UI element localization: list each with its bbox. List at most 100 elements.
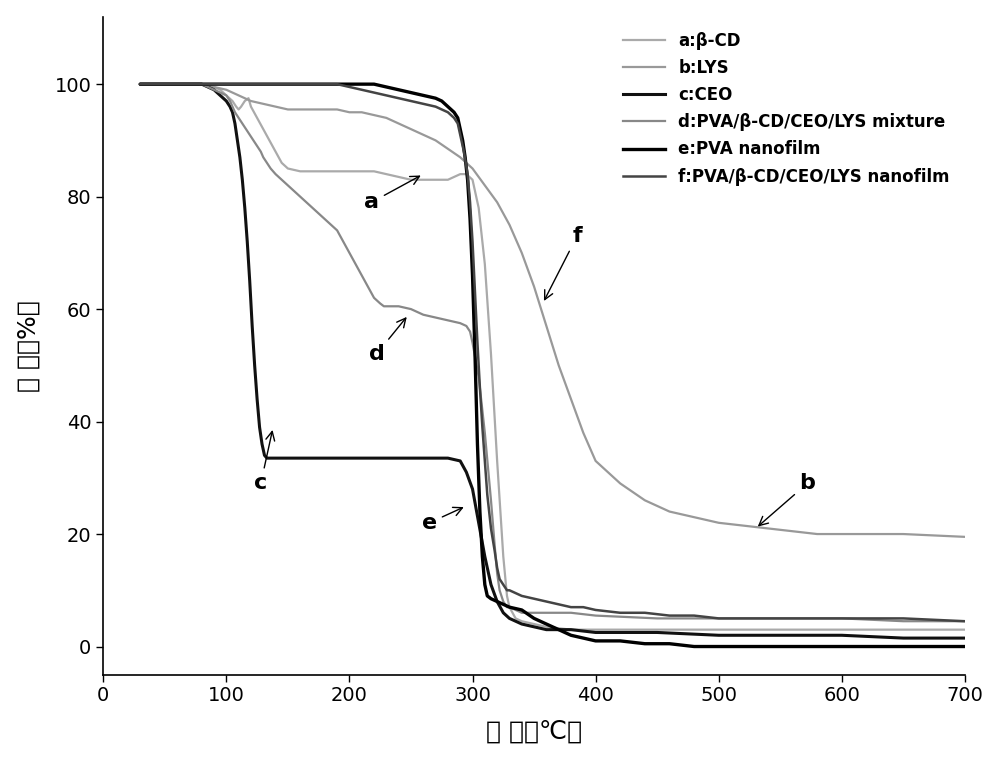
b:LYS <box>540 321 552 331</box>
b:LYS <box>811 530 823 539</box>
a:β-CD <box>442 176 454 185</box>
Line: b:LYS: b:LYS <box>140 84 965 537</box>
b:LYS <box>220 85 232 94</box>
a:β-CD <box>479 260 491 269</box>
e:PVA nanofilm <box>528 614 540 623</box>
b:LYS <box>565 394 577 404</box>
b:LYS <box>577 429 589 438</box>
e:PVA nanofilm <box>183 80 195 89</box>
f:PVA/β-CD/CEO/LYS nanofilm <box>959 616 971 625</box>
b:LYS <box>245 97 257 106</box>
b:LYS <box>467 164 479 173</box>
Line: d:PVA/β-CD/CEO/LYS mixture: d:PVA/β-CD/CEO/LYS mixture <box>140 84 965 621</box>
a:β-CD <box>134 80 146 89</box>
b:LYS <box>270 102 282 111</box>
a:β-CD <box>565 625 577 634</box>
f:PVA/β-CD/CEO/LYS nanofilm <box>380 91 392 100</box>
b:LYS <box>737 521 749 530</box>
Y-axis label: 失 重（%）: 失 重（%） <box>17 299 41 391</box>
d:PVA/β-CD/CEO/LYS mixture <box>897 616 909 625</box>
Line: f:PVA/β-CD/CEO/LYS nanofilm: f:PVA/β-CD/CEO/LYS nanofilm <box>140 84 965 621</box>
Line: c:CEO: c:CEO <box>140 84 965 638</box>
e:PVA nanofilm <box>516 606 528 615</box>
a:β-CD <box>454 169 466 179</box>
c:CEO <box>183 80 195 89</box>
b:LYS <box>491 198 503 207</box>
c:CEO <box>959 634 971 643</box>
b:LYS <box>380 113 392 122</box>
b:LYS <box>787 527 799 536</box>
Line: a:β-CD: a:β-CD <box>140 84 965 629</box>
b:LYS <box>356 108 368 117</box>
d:PVA/β-CD/CEO/LYS mixture <box>350 260 362 269</box>
c:CEO <box>134 80 146 89</box>
b:LYS <box>762 524 774 533</box>
b:LYS <box>294 105 306 114</box>
b:LYS <box>959 532 971 541</box>
c:CEO <box>467 484 479 493</box>
d:PVA/β-CD/CEO/LYS mixture <box>405 305 417 314</box>
e:PVA nanofilm <box>393 85 405 94</box>
a:β-CD <box>959 625 971 634</box>
e:PVA nanofilm <box>457 136 469 145</box>
b:LYS <box>590 456 602 465</box>
Text: d: d <box>369 318 406 364</box>
b:LYS <box>516 249 528 258</box>
f:PVA/β-CD/CEO/LYS nanofilm <box>491 563 503 572</box>
b:LYS <box>134 80 146 89</box>
c:CEO <box>263 454 275 463</box>
b:LYS <box>663 507 675 516</box>
b:LYS <box>479 181 491 190</box>
b:LYS <box>171 80 183 89</box>
b:LYS <box>528 282 540 291</box>
Text: a: a <box>364 176 419 212</box>
b:LYS <box>639 496 651 505</box>
b:LYS <box>454 153 466 162</box>
a:β-CD <box>417 176 429 185</box>
b:LYS <box>196 80 208 89</box>
a:β-CD <box>235 102 247 111</box>
b:LYS <box>430 136 442 145</box>
b:LYS <box>343 108 355 117</box>
b:LYS <box>393 119 405 128</box>
b:LYS <box>688 512 700 521</box>
b:LYS <box>553 361 565 370</box>
d:PVA/β-CD/CEO/LYS mixture <box>713 614 725 623</box>
c:CEO <box>241 237 253 246</box>
b:LYS <box>503 220 515 230</box>
Text: b: b <box>759 473 815 526</box>
e:PVA nanofilm <box>688 642 700 651</box>
e:PVA nanofilm <box>134 80 146 89</box>
b:LYS <box>836 530 848 539</box>
f:PVA/β-CD/CEO/LYS nanofilm <box>356 85 368 94</box>
b:LYS <box>860 530 872 539</box>
b:LYS <box>282 105 294 114</box>
b:LYS <box>257 100 269 109</box>
d:PVA/β-CD/CEO/LYS mixture <box>183 80 195 89</box>
f:PVA/β-CD/CEO/LYS nanofilm <box>448 113 460 122</box>
c:CEO <box>473 518 485 527</box>
Text: e: e <box>422 508 462 533</box>
Line: e:PVA nanofilm: e:PVA nanofilm <box>140 84 965 647</box>
Text: c: c <box>254 432 275 493</box>
d:PVA/β-CD/CEO/LYS mixture <box>959 616 971 625</box>
f:PVA/β-CD/CEO/LYS nanofilm <box>134 80 146 89</box>
b:LYS <box>417 130 429 139</box>
b:LYS <box>233 91 245 100</box>
b:LYS <box>331 105 343 114</box>
f:PVA/β-CD/CEO/LYS nanofilm <box>688 611 700 620</box>
c:CEO <box>897 634 909 643</box>
d:PVA/β-CD/CEO/LYS mixture <box>134 80 146 89</box>
c:CEO <box>196 80 208 89</box>
b:LYS <box>442 144 454 154</box>
b:LYS <box>405 125 417 134</box>
b:LYS <box>306 105 318 114</box>
X-axis label: 温 度（℃）: 温 度（℃） <box>486 719 582 743</box>
a:β-CD <box>306 166 318 176</box>
e:PVA nanofilm <box>959 642 971 651</box>
d:PVA/β-CD/CEO/LYS mixture <box>489 540 501 549</box>
b:LYS <box>614 479 626 488</box>
b:LYS <box>368 110 380 119</box>
Text: f: f <box>545 226 582 299</box>
f:PVA/β-CD/CEO/LYS nanofilm <box>479 456 491 465</box>
